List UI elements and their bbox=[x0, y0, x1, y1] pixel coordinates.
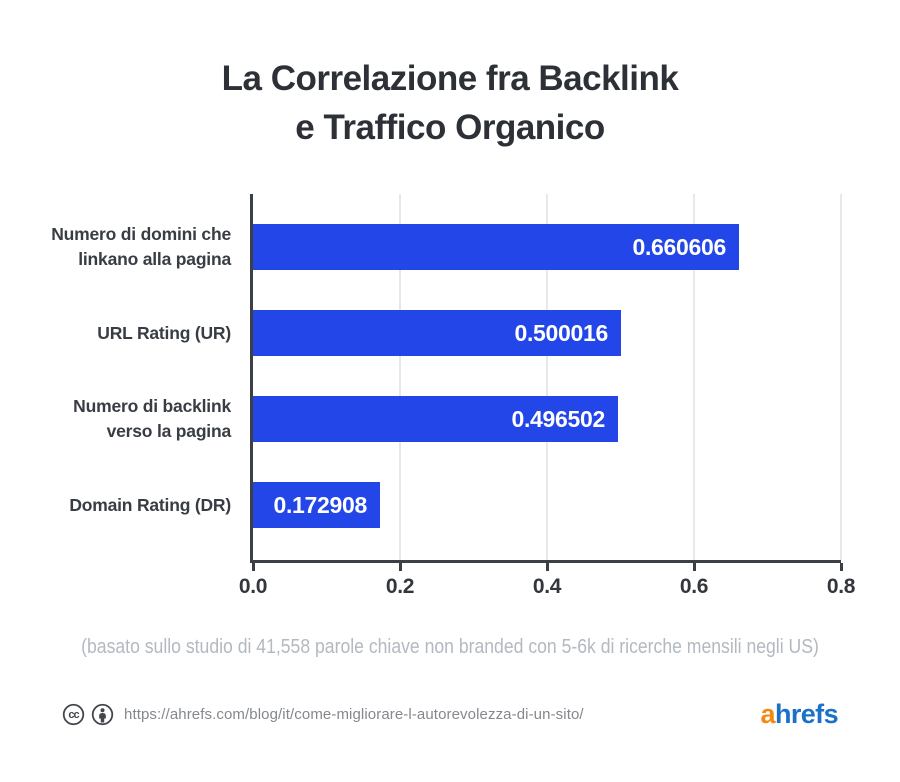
footnote-text: (basato sullo studio di 41,558 parole ch… bbox=[81, 636, 819, 658]
bar-value-label: 0.660606 bbox=[632, 233, 726, 260]
bar-value-label: 0.496502 bbox=[511, 405, 605, 432]
bar-4: 0.172908 bbox=[253, 482, 380, 528]
ahrefs-logo: ahrefs bbox=[760, 698, 839, 729]
x-axis-tick bbox=[839, 563, 843, 571]
ahrefs-logo-rest: hrefs bbox=[774, 698, 839, 729]
category-label: Domain Rating (DR) bbox=[69, 494, 231, 515]
bar-1: 0.660606 bbox=[253, 224, 739, 270]
attribution-icon bbox=[91, 703, 114, 726]
x-axis-tick bbox=[398, 563, 402, 571]
x-axis-tick-label: 0.4 bbox=[532, 575, 562, 598]
category-label: Numero di backlink verso la pagina bbox=[73, 396, 231, 441]
x-axis-tick bbox=[251, 563, 255, 571]
plot-area: 0.0 0.2 0.4 0.6 0.8 0.660606 0.500016 0.496502 0… bbox=[239, 194, 855, 598]
gridline bbox=[840, 194, 842, 560]
chart-title-line-2: e Traffico Organico bbox=[295, 108, 605, 147]
x-axis-tick-label: 0.0 bbox=[238, 575, 268, 598]
x-axis-tick-label: 0.8 bbox=[826, 575, 856, 598]
category-label: Numero di domini che linkano alla pagina bbox=[51, 224, 231, 269]
gridline bbox=[399, 194, 401, 560]
license-icons: cc bbox=[62, 703, 114, 726]
category-axis-labels: Numero di domini che linkano alla pagina U… bbox=[0, 194, 231, 560]
bar-3: 0.496502 bbox=[253, 396, 618, 442]
footer-attribution: cc https://ahrefs.com/blog/it/come-migli… bbox=[62, 703, 584, 726]
ahrefs-logo-accent: a bbox=[760, 698, 776, 729]
bar-value-label: 0.500016 bbox=[514, 319, 608, 346]
x-axis-tick bbox=[692, 563, 696, 571]
chart-title-line-1: La Correlazione fra Backlink bbox=[221, 59, 679, 98]
gridline bbox=[546, 194, 548, 560]
x-axis-tick bbox=[545, 563, 549, 571]
bar-value-label: 0.172908 bbox=[273, 491, 367, 518]
x-axis-tick-label: 0.6 bbox=[679, 575, 709, 598]
chart-title: La Correlazione fra Backlink e Traffico … bbox=[0, 54, 900, 152]
svg-text:cc: cc bbox=[68, 709, 79, 721]
footer: cc https://ahrefs.com/blog/it/come-migli… bbox=[62, 698, 839, 730]
gridline bbox=[693, 194, 695, 560]
category-label: URL Rating (UR) bbox=[97, 322, 231, 343]
bar-2: 0.500016 bbox=[253, 310, 621, 356]
x-axis-tick-label: 0.2 bbox=[385, 575, 415, 598]
source-url: https://ahrefs.com/blog/it/come-migliora… bbox=[124, 705, 584, 723]
cc-icon: cc bbox=[62, 703, 85, 726]
